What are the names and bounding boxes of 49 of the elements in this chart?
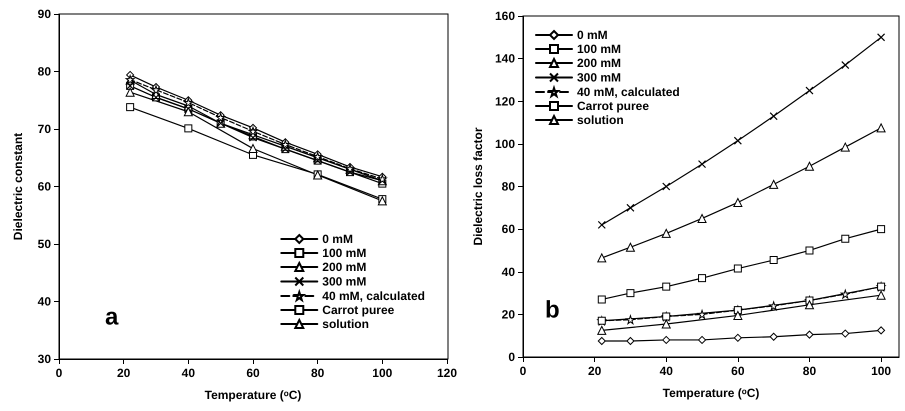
x-tick-label: 120	[436, 366, 458, 380]
y-tick-label: 90	[38, 7, 52, 21]
x-axis-title: Temperature (ᵒC)	[204, 388, 302, 402]
legend-label: 0 mM	[322, 232, 353, 246]
x-tick-label: 20	[588, 364, 602, 378]
x-axis-title: Temperature (ᵒC)	[662, 386, 760, 400]
y-tick-label: 100	[494, 136, 516, 151]
y-tick-label: 40	[502, 264, 516, 279]
legend-label: 40 mM, calculated	[577, 85, 680, 99]
legend-label: 100 mM	[322, 246, 366, 260]
x-tick-label: 100	[871, 364, 892, 378]
legend-label: 200 mM	[322, 260, 366, 274]
legend-label: solution	[577, 113, 624, 127]
y-tick-label: 50	[38, 237, 52, 251]
x-tick-label: 60	[731, 364, 745, 378]
y-tick-label: 120	[494, 94, 516, 108]
x-tick-label: 100	[372, 366, 393, 380]
y-tick-label: 60	[502, 222, 516, 236]
legend-label: 200 mM	[577, 56, 622, 70]
y-tick-label: 40	[38, 294, 52, 308]
y-tick-label: 30	[38, 352, 52, 366]
y-tick-label: 80	[502, 180, 516, 194]
x-tick-label: 0	[520, 364, 527, 378]
legend-label: 300 mM	[577, 70, 622, 84]
annotation: a	[105, 304, 119, 330]
x-tick-label: 40	[660, 364, 674, 378]
annotation: b	[545, 296, 560, 324]
y-tick-label: 70	[38, 122, 52, 136]
y-tick-label: 160	[494, 9, 516, 23]
x-tick-label: 80	[802, 364, 816, 378]
y-axis-title: Dielectric constant	[11, 132, 25, 240]
x-tick-label: 60	[246, 366, 260, 380]
y-tick-label: 80	[38, 64, 52, 78]
x-tick-label: 0	[56, 366, 63, 380]
y-axis-title: Dielectric loss factor	[471, 127, 486, 246]
legend-label: 0 mM	[577, 28, 608, 42]
y-tick-label: 0	[508, 350, 516, 364]
legend-label: Carrot puree	[577, 99, 650, 113]
y-tick-label: 140	[494, 52, 516, 66]
x-tick-label: 20	[116, 366, 131, 380]
legend-label: Carrot puree	[322, 303, 395, 317]
legend-label: 100 mM	[577, 42, 622, 56]
x-tick-label: 80	[310, 366, 325, 380]
x-tick-label: 40	[182, 366, 196, 380]
legend-label: 40 mM, calculated	[322, 289, 426, 303]
y-tick-label: 20	[502, 307, 516, 322]
legend-label: solution	[322, 317, 369, 331]
y-tick-label: 60	[38, 180, 52, 194]
legend-label: 300 mM	[322, 274, 366, 288]
